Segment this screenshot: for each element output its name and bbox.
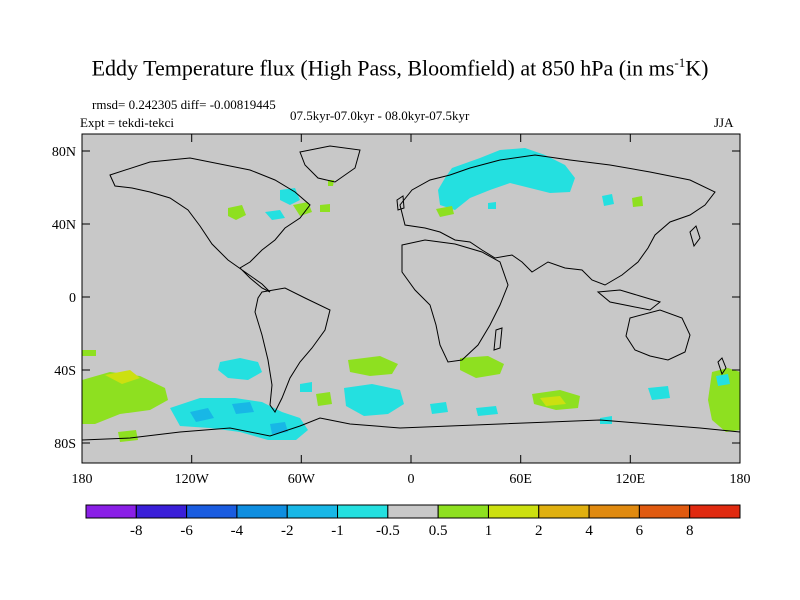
lon-tick-label: 180 (72, 472, 93, 487)
antarctica-coast (81, 417, 741, 441)
period-text: 07.5kyr-07.0kyr - 08.0kyr-07.5kyr (290, 108, 470, 123)
colorbar-label: 6 (636, 523, 644, 539)
experiment-text: Expt = tekdi-tekci (80, 115, 174, 130)
colorbar-swatch (286, 504, 339, 519)
cyan-patch (438, 148, 575, 210)
green-patch (118, 430, 138, 442)
africa-coast (401, 239, 509, 363)
lon-tick-label: 60E (509, 472, 532, 487)
cyan-patch (488, 202, 496, 209)
green-patch (82, 372, 168, 424)
colorbar: -8 -6 -4 -2 -1 -0.5 0.5 1 2 4 6 8 (85, 504, 741, 539)
cyan-patch (476, 406, 498, 416)
australia-coast (625, 309, 691, 361)
green-patch (316, 392, 332, 406)
map-title: Eddy Temperature flux (High Pass, Bloomf… (91, 55, 709, 81)
colorbar-swatch (337, 504, 389, 519)
madagascar-coast (493, 327, 503, 351)
indonesia-coast (596, 289, 662, 311)
colorbar-label: -1 (331, 523, 344, 539)
coastlines (81, 145, 741, 441)
south-america-coast (254, 287, 331, 413)
lon-tick-label: 180 (730, 472, 751, 487)
anomaly-patches (82, 148, 740, 442)
colorbar-label: 4 (585, 523, 593, 539)
new-zealand-coast (717, 357, 727, 376)
colorbar-label: -8 (130, 523, 143, 539)
green-patch (320, 204, 330, 212)
longitude-axis: 180 120W 60W 0 60E 120E 180 (72, 134, 751, 487)
stats-text: rmsd= 0.242305 diff= -0.00819445 (92, 97, 276, 112)
colorbar-swatch (85, 504, 137, 519)
colorbar-label: -4 (231, 523, 244, 539)
green-patch (436, 206, 454, 217)
green-patch (708, 368, 740, 432)
cyan-patch (430, 402, 448, 414)
colorbar-swatch (487, 504, 540, 519)
yellow-patch (540, 396, 566, 406)
light-blue-patch (270, 422, 288, 434)
lat-tick-label: 0 (69, 291, 76, 306)
cyan-patch (602, 194, 614, 206)
cyan-patch (716, 374, 730, 386)
japan-coast (689, 225, 701, 248)
colorbar-swatch (186, 504, 238, 519)
lat-tick-label: 40N (52, 218, 76, 233)
green-patch (348, 356, 398, 376)
colorbar-label: 0.5 (429, 523, 448, 539)
lon-tick-label: 60W (288, 472, 316, 487)
colorbar-swatch (689, 504, 741, 519)
lon-tick-label: 120W (175, 472, 210, 487)
lon-tick-label: 120E (616, 472, 646, 487)
colorbar-swatch (135, 504, 188, 519)
cyan-patch (218, 358, 262, 380)
colorbar-swatch (588, 504, 640, 519)
colorbar-swatch (638, 504, 691, 519)
yellow-patch (105, 370, 140, 384)
colorbar-label: -2 (281, 523, 294, 539)
greenland-coast (299, 145, 361, 183)
colorbar-label: 2 (535, 523, 543, 539)
green-patch (228, 205, 246, 220)
cyan-patch (265, 210, 285, 220)
season-text: JJA (714, 115, 734, 130)
lat-tick-label: 80S (54, 437, 76, 452)
lon-tick-label: 0 (408, 472, 415, 487)
colorbar-label: 1 (485, 523, 493, 539)
colorbar-swatch (236, 504, 288, 519)
colorbar-swatch (387, 504, 439, 519)
colorbar-label: -0.5 (376, 523, 400, 539)
green-patch (82, 350, 96, 356)
cyan-patch (344, 384, 404, 416)
light-blue-patch (190, 408, 214, 422)
green-patch (293, 202, 312, 216)
latitude-axis: 80N 40N 0 40S 80S (52, 145, 740, 452)
colorbar-swatch (538, 504, 590, 519)
north-america-coast (109, 157, 311, 293)
lat-tick-label: 40S (54, 364, 76, 379)
green-patch (632, 196, 643, 207)
cyan-patch (300, 382, 312, 392)
british-isles-coast (396, 195, 405, 211)
green-patch (460, 356, 504, 378)
lat-tick-label: 80N (52, 145, 76, 160)
colorbar-label: -6 (180, 523, 193, 539)
cyan-patch (648, 386, 670, 400)
colorbar-label: 8 (686, 523, 694, 539)
light-blue-patch (232, 402, 254, 414)
eurasia-coast (399, 154, 716, 286)
colorbar-swatch (437, 504, 489, 519)
